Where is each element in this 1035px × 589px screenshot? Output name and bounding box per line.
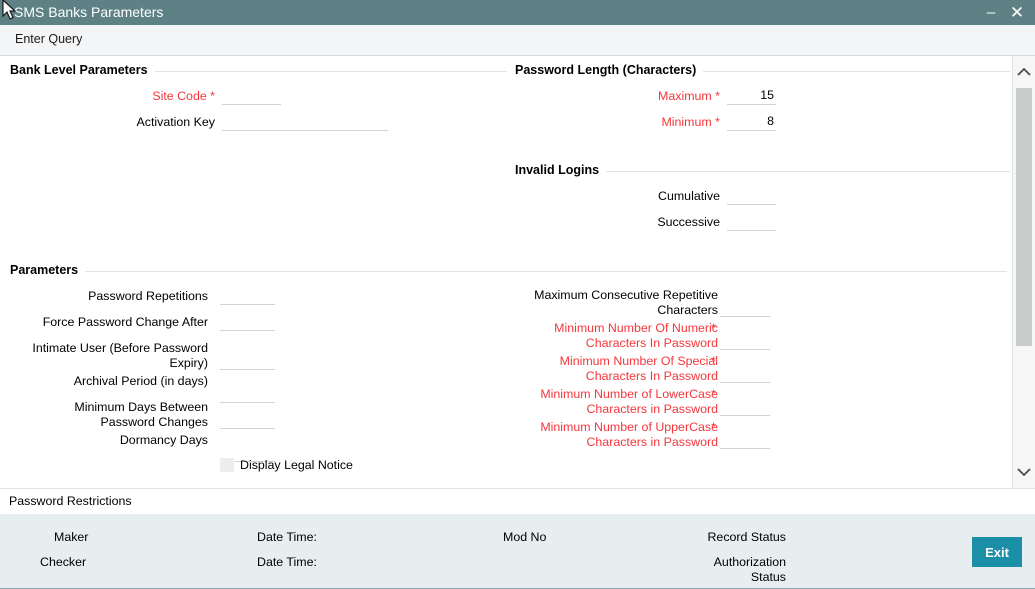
window-title: SMS Banks Parameters — [14, 4, 164, 20]
window-titlebar: SMS Banks Parameters – ✕ — [0, 0, 1035, 25]
label-successive: Successive — [657, 215, 720, 229]
input-site-code[interactable] — [222, 88, 281, 105]
input-minimum-lowercase-characters[interactable] — [720, 399, 770, 416]
input-successive-value — [727, 214, 776, 229]
input-activation-key-value — [222, 114, 388, 129]
input-cumulative-value — [727, 188, 776, 203]
input-activation-key[interactable] — [222, 114, 388, 131]
section-rule — [10, 71, 507, 72]
scroll-up-icon[interactable] — [1013, 60, 1035, 84]
input-minimum-days-between-password-changes[interactable] — [220, 412, 275, 429]
section-invalid-logins: Invalid Logins — [515, 162, 1010, 178]
section-title: Parameters — [10, 262, 86, 278]
input-maximum-consecutive-repetitive-characters-value — [720, 300, 770, 315]
label-force-password-change-after: Force Password Change After — [42, 315, 208, 329]
section-rule — [10, 271, 1007, 272]
required-star-special: * — [711, 354, 716, 368]
input-force-password-change-after[interactable] — [220, 314, 275, 331]
form-canvas: Bank Level Parameters Site Code * Activa… — [0, 56, 1013, 488]
close-button[interactable]: ✕ — [1009, 3, 1025, 22]
minimize-button[interactable]: – — [986, 4, 996, 21]
label-dormancy-days: Dormancy Days — [119, 433, 208, 447]
audit-footer: Maker Checker Date Time: Date Time: Mod … — [0, 514, 1035, 589]
mod-no-label: Mod No — [503, 530, 547, 544]
maker-datetime-label: Date Time: — [257, 530, 317, 544]
label-minimum-numeric-characters: Minimum Number Of Numeric Characters In … — [554, 321, 718, 350]
label-minimum-special-characters: Minimum Number Of Special Characters In … — [559, 354, 718, 383]
section-password-length: Password Length (Characters) — [515, 62, 1010, 78]
section-title: Invalid Logins — [515, 162, 607, 178]
checker-datetime-label: Date Time: — [257, 555, 317, 569]
section-rule — [515, 171, 1010, 172]
toolbar: Enter Query — [0, 25, 1035, 56]
input-archival-period-value — [220, 386, 275, 401]
required-star-numeric: * — [711, 321, 716, 335]
password-restrictions-bar[interactable]: Password Restrictions — [0, 488, 1035, 516]
input-intimate-user[interactable] — [220, 353, 275, 370]
input-site-code-value — [222, 88, 281, 103]
label-password-maximum: Maximum * — [658, 89, 720, 103]
section-parameters: Parameters — [10, 262, 1007, 278]
maker-label: Maker — [54, 530, 89, 544]
input-minimum-days-between-password-changes-value — [220, 412, 275, 427]
enter-query-button[interactable]: Enter Query — [15, 32, 83, 46]
input-minimum-special-characters[interactable] — [720, 366, 770, 383]
input-archival-period[interactable] — [220, 386, 275, 403]
authorization-status-label: Authorization Status — [713, 555, 786, 584]
input-password-maximum-value: 15 — [760, 88, 774, 102]
input-minimum-uppercase-characters[interactable] — [720, 432, 770, 449]
label-minimum-lowercase-characters: Minimum Number of LowerCase Characters i… — [540, 387, 718, 416]
input-intimate-user-value — [220, 353, 275, 368]
input-minimum-uppercase-characters-value — [720, 432, 770, 447]
label-site-code: Site Code * — [152, 89, 215, 103]
input-dormancy-days[interactable] — [220, 445, 275, 462]
input-minimum-numeric-characters-value — [720, 333, 770, 348]
section-bank-level-parameters: Bank Level Parameters — [10, 62, 507, 78]
label-maximum-consecutive-repetitive-characters: Maximum Consecutive Repetitive Character… — [534, 288, 718, 317]
scroll-down-icon[interactable] — [1013, 460, 1035, 484]
label-password-minimum: Minimum * — [661, 115, 720, 129]
input-successive[interactable] — [727, 214, 776, 231]
label-intimate-user: Intimate User (Before Password Expiry) — [32, 341, 208, 370]
label-archival-period: Archival Period (in days) — [73, 374, 208, 388]
checker-label: Checker — [40, 555, 87, 569]
display-legal-notice-checkbox[interactable] — [220, 458, 234, 472]
input-password-minimum[interactable]: 8 — [727, 114, 776, 131]
input-cumulative[interactable] — [727, 188, 776, 205]
input-password-repetitions-value — [220, 288, 275, 303]
label-activation-key: Activation Key — [136, 115, 215, 129]
display-legal-notice-label: Display Legal Notice — [240, 458, 353, 472]
label-cumulative: Cumulative — [658, 189, 720, 203]
input-force-password-change-after-value — [220, 314, 275, 329]
password-restrictions-label: Password Restrictions — [9, 494, 132, 508]
input-password-maximum[interactable]: 15 — [727, 88, 776, 105]
label-minimum-days-between-password-changes: Minimum Days Between Password Changes — [74, 400, 208, 429]
required-star-uppercase: * — [711, 420, 716, 434]
input-maximum-consecutive-repetitive-characters[interactable] — [720, 300, 770, 317]
input-password-minimum-value: 8 — [767, 114, 774, 128]
exit-button[interactable]: Exit — [972, 537, 1022, 567]
label-minimum-uppercase-characters: Minimum Number of UpperCase Characters i… — [540, 420, 718, 449]
vertical-scrollbar[interactable] — [1012, 56, 1035, 488]
label-password-repetitions: Password Repetitions — [88, 289, 208, 303]
scrollbar-thumb[interactable] — [1016, 88, 1032, 346]
input-minimum-numeric-characters[interactable] — [720, 333, 770, 350]
input-minimum-special-characters-value — [720, 366, 770, 381]
record-status-label: Record Status — [707, 530, 786, 544]
section-title: Password Length (Characters) — [515, 62, 704, 78]
section-rule — [515, 71, 1010, 72]
required-star-lowercase: * — [711, 387, 716, 401]
input-minimum-lowercase-characters-value — [720, 399, 770, 414]
section-title: Bank Level Parameters — [10, 62, 155, 78]
input-password-repetitions[interactable] — [220, 288, 275, 305]
